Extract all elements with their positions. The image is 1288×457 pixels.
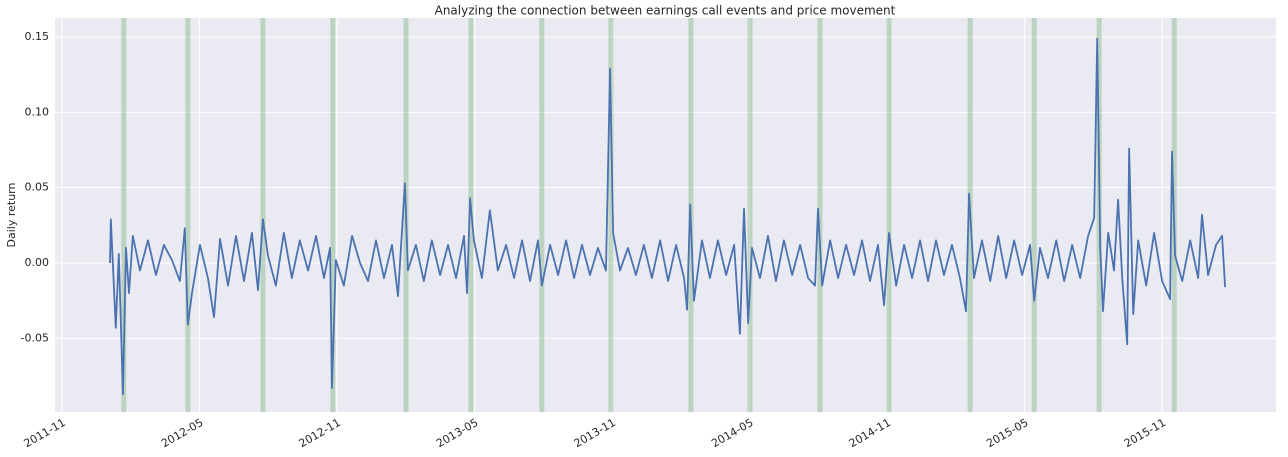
- plot-area: [55, 18, 1276, 412]
- y-tick-label: 0.00: [25, 256, 50, 269]
- event-band: [260, 18, 266, 412]
- event-band: [185, 18, 191, 412]
- x-tick-label: 2013-05: [434, 416, 480, 450]
- event-band: [608, 18, 614, 412]
- event-band: [886, 18, 892, 412]
- y-tick-label: 0.05: [25, 181, 50, 194]
- x-tick-label: 2012-05: [159, 416, 205, 450]
- x-tick-label: 2012-11: [297, 416, 343, 450]
- event-band: [330, 18, 336, 412]
- y-axis-label: Daily return: [5, 182, 18, 247]
- event-band: [121, 18, 127, 412]
- x-tick-label: 2015-05: [984, 416, 1030, 450]
- chart-title: Analyzing the connection between earning…: [435, 4, 896, 18]
- event-band: [1031, 18, 1037, 412]
- event-band: [817, 18, 823, 412]
- event-band: [747, 18, 753, 412]
- x-tick-label: 2011-11: [22, 416, 68, 450]
- y-tick-label: 0.10: [25, 105, 50, 118]
- x-tick-label: 2013-11: [572, 416, 618, 450]
- x-tick-label: 2014-05: [709, 416, 755, 450]
- y-tick-label: 0.15: [25, 30, 50, 43]
- y-tick-label: -0.05: [21, 331, 49, 344]
- x-tick-label: 2014-11: [847, 416, 893, 450]
- return-line: [109, 37, 1227, 395]
- x-tick-label: 2015-11: [1122, 416, 1168, 450]
- event-band: [539, 18, 545, 412]
